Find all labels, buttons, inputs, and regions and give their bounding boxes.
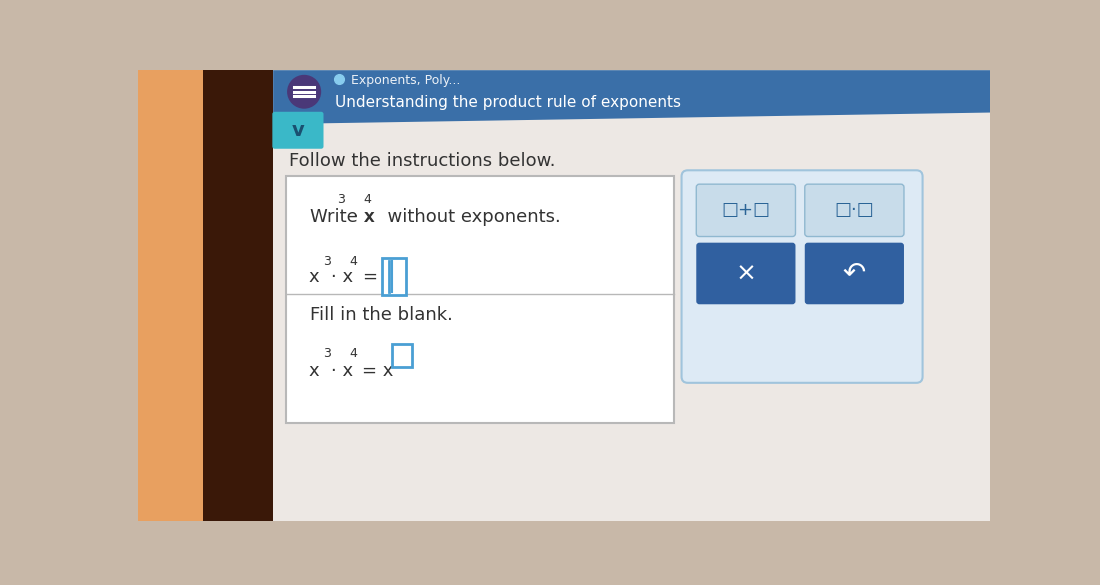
Text: Fill in the blank.: Fill in the blank. (309, 306, 452, 324)
Text: x: x (308, 267, 319, 285)
Text: v: v (292, 121, 305, 140)
Text: · x: · x (331, 362, 353, 380)
Text: □·□: □·□ (835, 201, 874, 219)
Text: · x: · x (331, 267, 353, 285)
Text: ↶: ↶ (843, 260, 866, 287)
Text: Write x: Write x (309, 208, 374, 225)
Polygon shape (273, 70, 990, 124)
FancyBboxPatch shape (273, 112, 323, 149)
FancyBboxPatch shape (805, 243, 904, 304)
Text: without exponents.: without exponents. (376, 208, 561, 225)
FancyBboxPatch shape (696, 184, 795, 236)
Text: Exponents, Poly...: Exponents, Poly... (351, 74, 460, 88)
Text: 3: 3 (323, 254, 331, 268)
FancyBboxPatch shape (805, 184, 904, 236)
Text: ×: × (736, 261, 757, 285)
Bar (273, 70, 990, 521)
Text: Follow the instructions below.: Follow the instructions below. (288, 152, 556, 170)
Circle shape (287, 75, 321, 109)
Text: 4: 4 (350, 347, 358, 360)
Text: □+□: □+□ (722, 201, 770, 219)
Bar (383, 258, 406, 295)
Bar (138, 70, 204, 521)
Text: Understanding the product rule of exponents: Understanding the product rule of expone… (336, 95, 681, 110)
Text: x: x (308, 362, 319, 380)
FancyBboxPatch shape (696, 243, 795, 304)
Bar (286, 177, 674, 423)
Bar (204, 70, 273, 521)
Bar (392, 345, 411, 367)
Text: =: = (362, 267, 377, 285)
Text: 3: 3 (323, 347, 331, 360)
Text: 3: 3 (338, 193, 345, 206)
Text: = x: = x (362, 362, 394, 380)
Text: · x: · x (353, 208, 375, 225)
Text: 4: 4 (364, 193, 372, 206)
FancyBboxPatch shape (682, 170, 923, 383)
Text: 4: 4 (350, 254, 358, 268)
